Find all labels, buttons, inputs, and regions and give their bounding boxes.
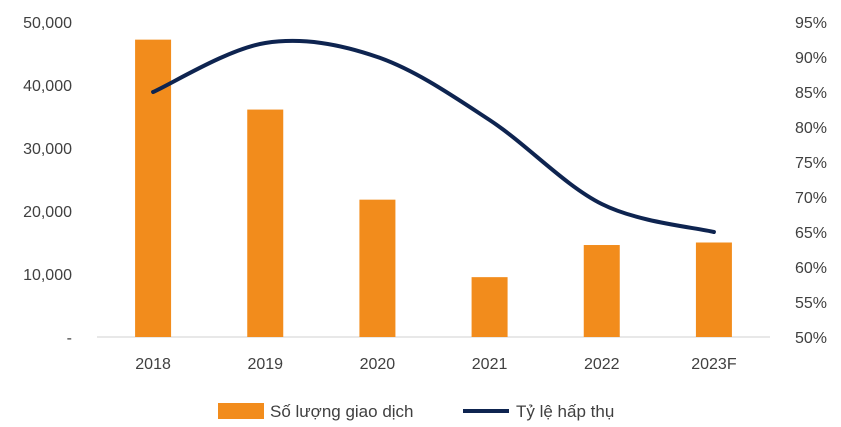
legend-label-absorption-rate: Tỷ lệ hấp thụ (516, 402, 614, 421)
left-tick-label: 20,000 (23, 204, 72, 221)
legend: Số lượng giao dịch Tỷ lệ hấp thụ (218, 402, 614, 421)
x-tick-label: 2018 (135, 356, 171, 373)
left-tick-label: 40,000 (23, 78, 72, 95)
left-tick-label: 30,000 (23, 141, 72, 158)
right-tick-label: 55% (795, 295, 827, 312)
line-series-layer (151, 38, 716, 234)
absorption-rate-line (151, 38, 716, 234)
bar-2020 (359, 199, 396, 337)
x-axis-tick-labels: 2018 2019 2020 2021 2022 2023F (135, 356, 737, 373)
left-tick-label: 50,000 (23, 15, 72, 32)
bar-2018 (135, 39, 172, 337)
right-tick-label: 65% (795, 225, 827, 242)
left-tick-label: 10,000 (23, 267, 72, 284)
legend-swatch-transactions (218, 403, 264, 419)
bar-series-layer (135, 39, 732, 337)
right-tick-label: 70% (795, 190, 827, 207)
right-tick-label: 75% (795, 155, 827, 172)
right-axis-tick-labels: 50% 55% 60% 65% 70% 75% 80% 85% 90% 95% (795, 15, 827, 347)
right-tick-label: 90% (795, 50, 827, 67)
right-tick-label: 50% (795, 330, 827, 347)
legend-label-transactions: Số lượng giao dịch (270, 402, 414, 421)
right-tick-label: 85% (795, 85, 827, 102)
bar-2019 (247, 109, 284, 337)
left-tick-label: - (67, 330, 72, 347)
bar-2023F (695, 242, 732, 337)
right-tick-label: 60% (795, 260, 827, 277)
x-tick-label: 2021 (472, 356, 508, 373)
x-tick-label: 2023F (691, 356, 737, 373)
x-tick-label: 2022 (584, 356, 620, 373)
bar-2022 (583, 245, 620, 337)
bar-2021 (471, 277, 508, 337)
x-tick-label: 2020 (360, 356, 396, 373)
left-axis-tick-labels: - 10,000 20,000 30,000 40,000 50,000 (23, 15, 72, 347)
x-tick-label: 2019 (247, 356, 283, 373)
right-tick-label: 80% (795, 120, 827, 137)
right-tick-label: 95% (795, 15, 827, 32)
